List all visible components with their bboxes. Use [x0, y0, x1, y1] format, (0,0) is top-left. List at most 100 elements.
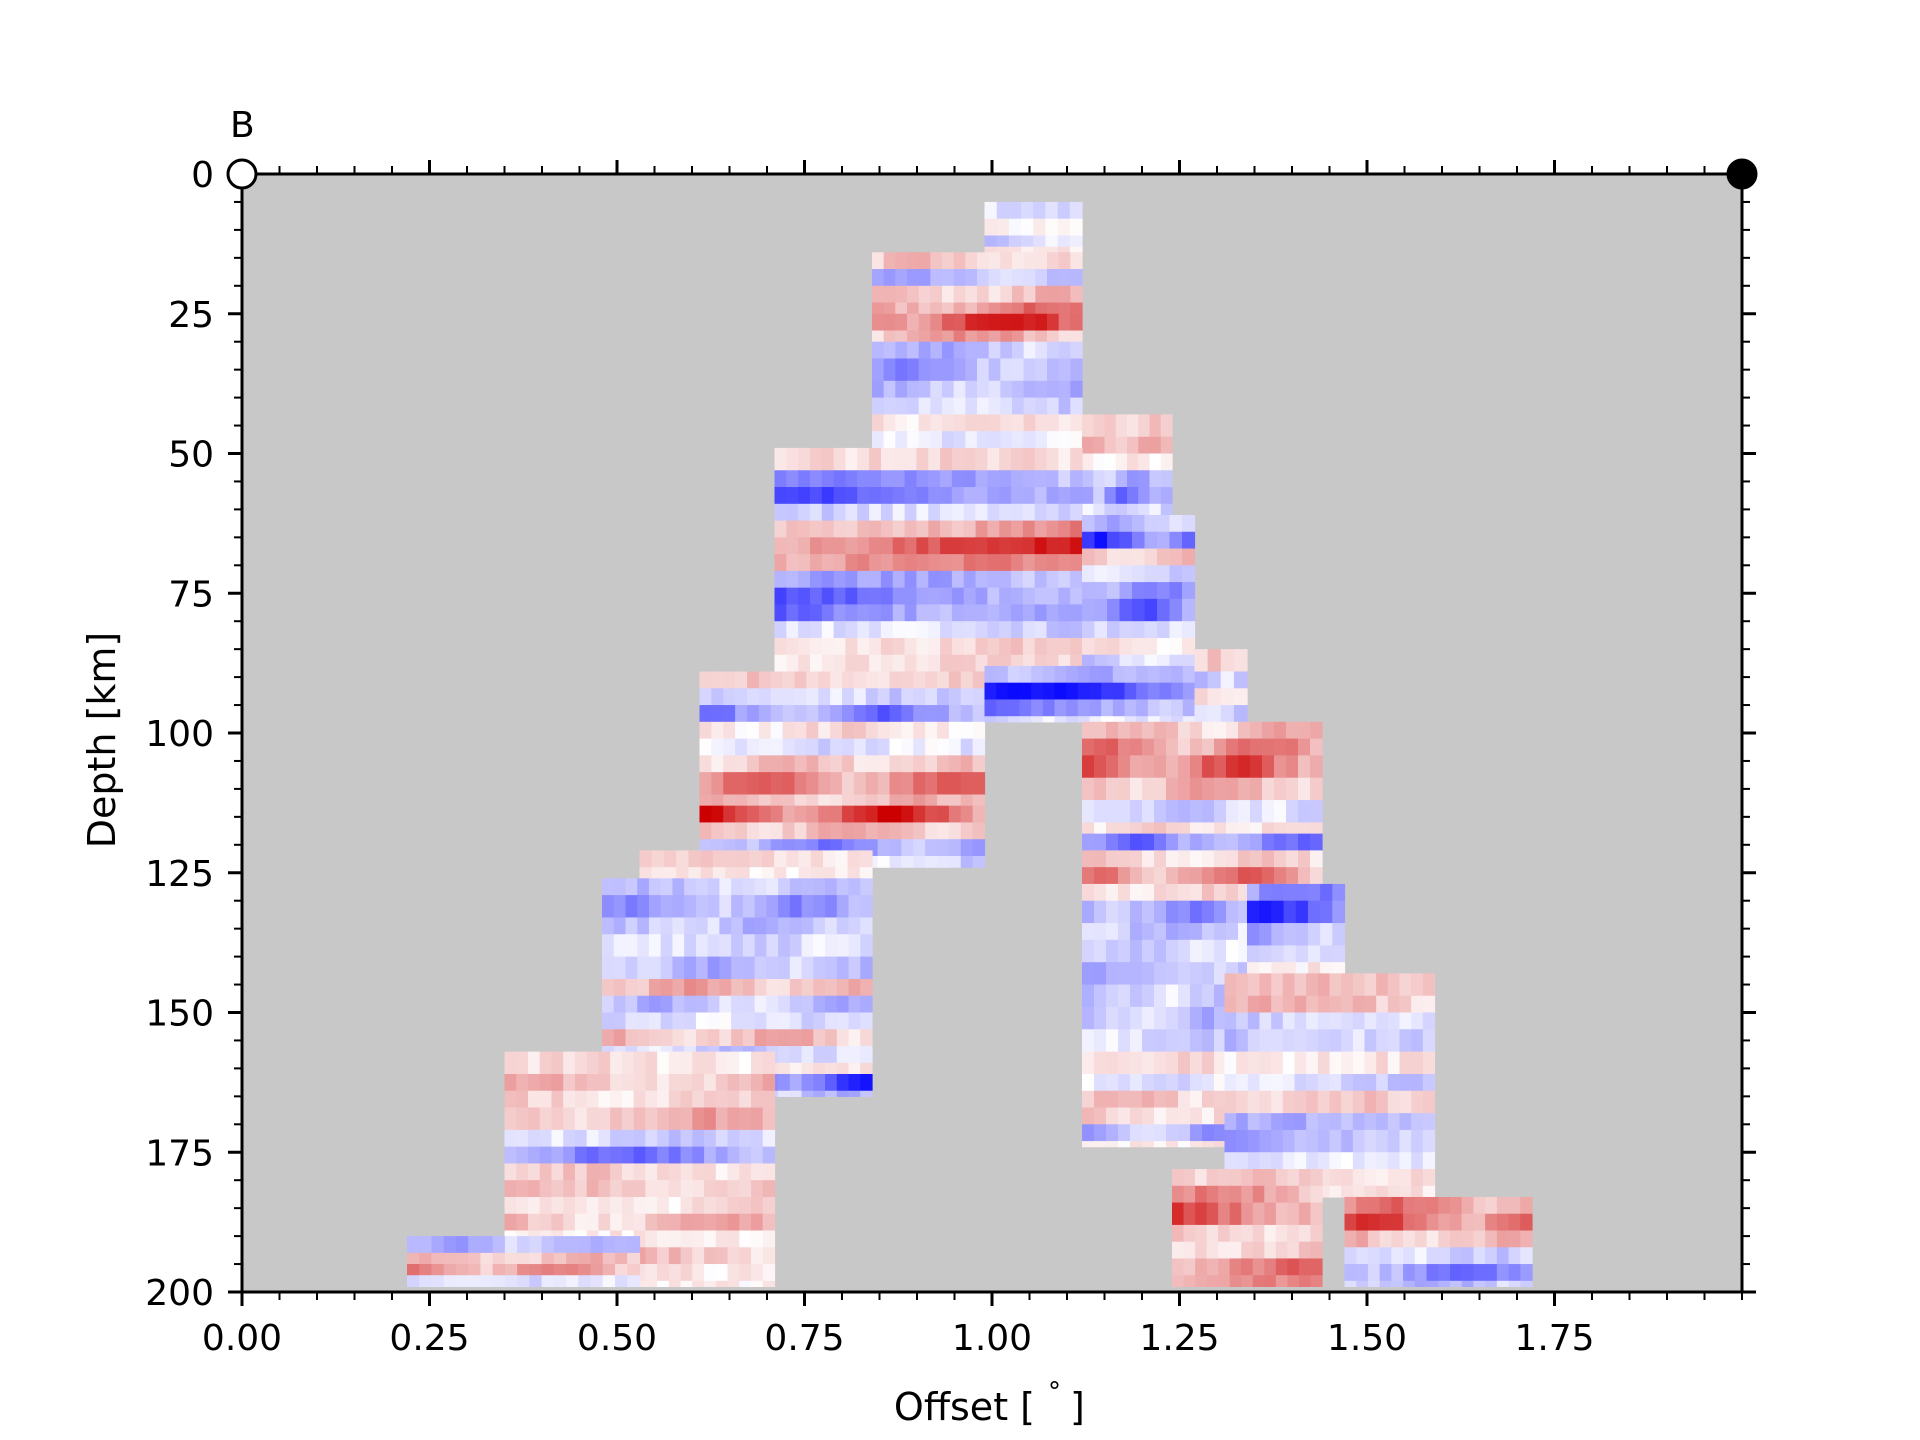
heatmap-cell: [1066, 682, 1079, 701]
heatmap-cell: [1224, 1051, 1237, 1075]
heatmap-cell: [1438, 1280, 1451, 1288]
heatmap-cell: [789, 1029, 803, 1047]
heatmap-cell: [809, 554, 823, 572]
heatmap-cell: [1352, 1073, 1366, 1092]
heatmap-cell: [965, 302, 978, 315]
heatmap-cell: [1226, 822, 1239, 835]
heatmap-cell: [737, 850, 751, 868]
heatmap-cell: [770, 822, 784, 840]
heatmap-cell: [1229, 1241, 1242, 1260]
heatmap-cell: [818, 822, 831, 840]
heatmap-cell: [1310, 1275, 1323, 1288]
heatmap-cell: [940, 520, 953, 538]
heatmap-cell: [907, 358, 920, 382]
heatmap-cell: [1226, 900, 1239, 924]
heatmap-cell: [1154, 833, 1167, 851]
heatmap-cell: [1264, 1258, 1277, 1276]
heatmap-cell: [695, 934, 709, 958]
heatmap-cell: [830, 738, 843, 756]
heatmap-cell: [853, 794, 867, 807]
heatmap-cell: [833, 487, 847, 505]
heatmap-cell: [602, 1275, 616, 1288]
heatmap-cell: [789, 934, 803, 958]
heatmap-cell: [798, 654, 811, 673]
heatmap-cell: [963, 654, 977, 673]
heatmap-cell: [1154, 1051, 1167, 1075]
heatmap-cell: [883, 313, 896, 332]
heatmap-cell: [1218, 1169, 1231, 1187]
heatmap-cell: [789, 1046, 803, 1064]
heatmap-cell: [965, 330, 978, 343]
heatmap-cell: [825, 917, 838, 935]
heatmap-cell: [762, 1213, 776, 1232]
heatmap-cell: [1058, 341, 1071, 360]
heatmap-cell: [715, 1180, 729, 1198]
heatmap-cell: [1182, 621, 1196, 639]
heatmap-cell: [1473, 1230, 1486, 1248]
heatmap-cell: [1022, 470, 1036, 488]
heatmap-cell: [1142, 962, 1155, 986]
heatmap-cell: [602, 978, 615, 997]
heatmap-cell: [1166, 1107, 1179, 1125]
heatmap-cell: [1178, 755, 1191, 779]
heatmap-cell: [1233, 649, 1248, 673]
heatmap-cell: [1035, 380, 1048, 399]
heatmap-cell: [1271, 883, 1285, 902]
heatmap-cell: [602, 895, 615, 919]
heatmap-cell: [1298, 822, 1311, 835]
heatmap-cell: [782, 805, 796, 824]
heatmap-cell: [872, 380, 885, 399]
heatmap-cell: [1485, 1213, 1498, 1232]
heatmap-cell: [1130, 1090, 1143, 1109]
heatmap-cell: [766, 995, 779, 1014]
heatmap-cell: [695, 995, 709, 1014]
heatmap-cell: [778, 917, 791, 935]
heatmap-cell: [872, 285, 885, 304]
heatmap-cell: [1166, 883, 1179, 902]
heatmap-cell: [928, 503, 941, 522]
heatmap-cell: [707, 895, 720, 919]
heatmap-cell: [1172, 1258, 1185, 1276]
heatmap-cell: [951, 637, 965, 656]
heatmap-cell: [889, 855, 902, 868]
heatmap-cell: [492, 1236, 506, 1254]
heatmap-cell: [1012, 431, 1025, 449]
heatmap-cell: [972, 738, 986, 756]
heatmap-cell: [723, 822, 736, 840]
heatmap-cell: [727, 1213, 740, 1232]
heatmap-cell: [1136, 682, 1149, 701]
heatmap-cell: [1294, 973, 1307, 997]
heatmap-cell: [987, 621, 1000, 639]
heatmap-cell: [762, 1090, 776, 1109]
heatmap-cell: [1154, 1090, 1167, 1109]
heatmap-cell: [610, 1213, 623, 1232]
heatmap-cell: [1344, 1264, 1357, 1282]
heatmap-cell: [1250, 850, 1263, 868]
heatmap-cell: [1066, 665, 1079, 684]
heatmap-cell: [1376, 1185, 1389, 1198]
heatmap-cell: [1082, 1141, 1095, 1148]
heatmap-cell: [1130, 939, 1143, 963]
heatmap-cell: [627, 1275, 641, 1288]
heatmap-cell: [1093, 453, 1106, 471]
heatmap-cell: [695, 895, 709, 919]
heatmap-cell: [731, 995, 744, 1014]
heatmap-cell: [735, 721, 748, 740]
heatmap-cell: [699, 688, 712, 706]
heatmap-cell: [877, 772, 891, 796]
heatmap-cell: [1058, 414, 1071, 432]
heatmap-cell: [794, 705, 807, 723]
heatmap-cell: [1046, 470, 1059, 488]
heatmap-cell: [1035, 341, 1048, 360]
heatmap-cell: [913, 794, 926, 807]
heatmap-cell: [1094, 721, 1107, 740]
heatmap-cell: [951, 621, 965, 639]
heatmap-cell: [907, 269, 920, 287]
heatmap-cell: [1332, 883, 1346, 902]
heatmap-cell: [610, 1146, 623, 1165]
heatmap-cell: [1011, 537, 1024, 555]
heatmap-cell: [965, 414, 978, 432]
heatmap-cell: [1022, 587, 1036, 606]
heatmap-cell: [1118, 984, 1131, 1008]
